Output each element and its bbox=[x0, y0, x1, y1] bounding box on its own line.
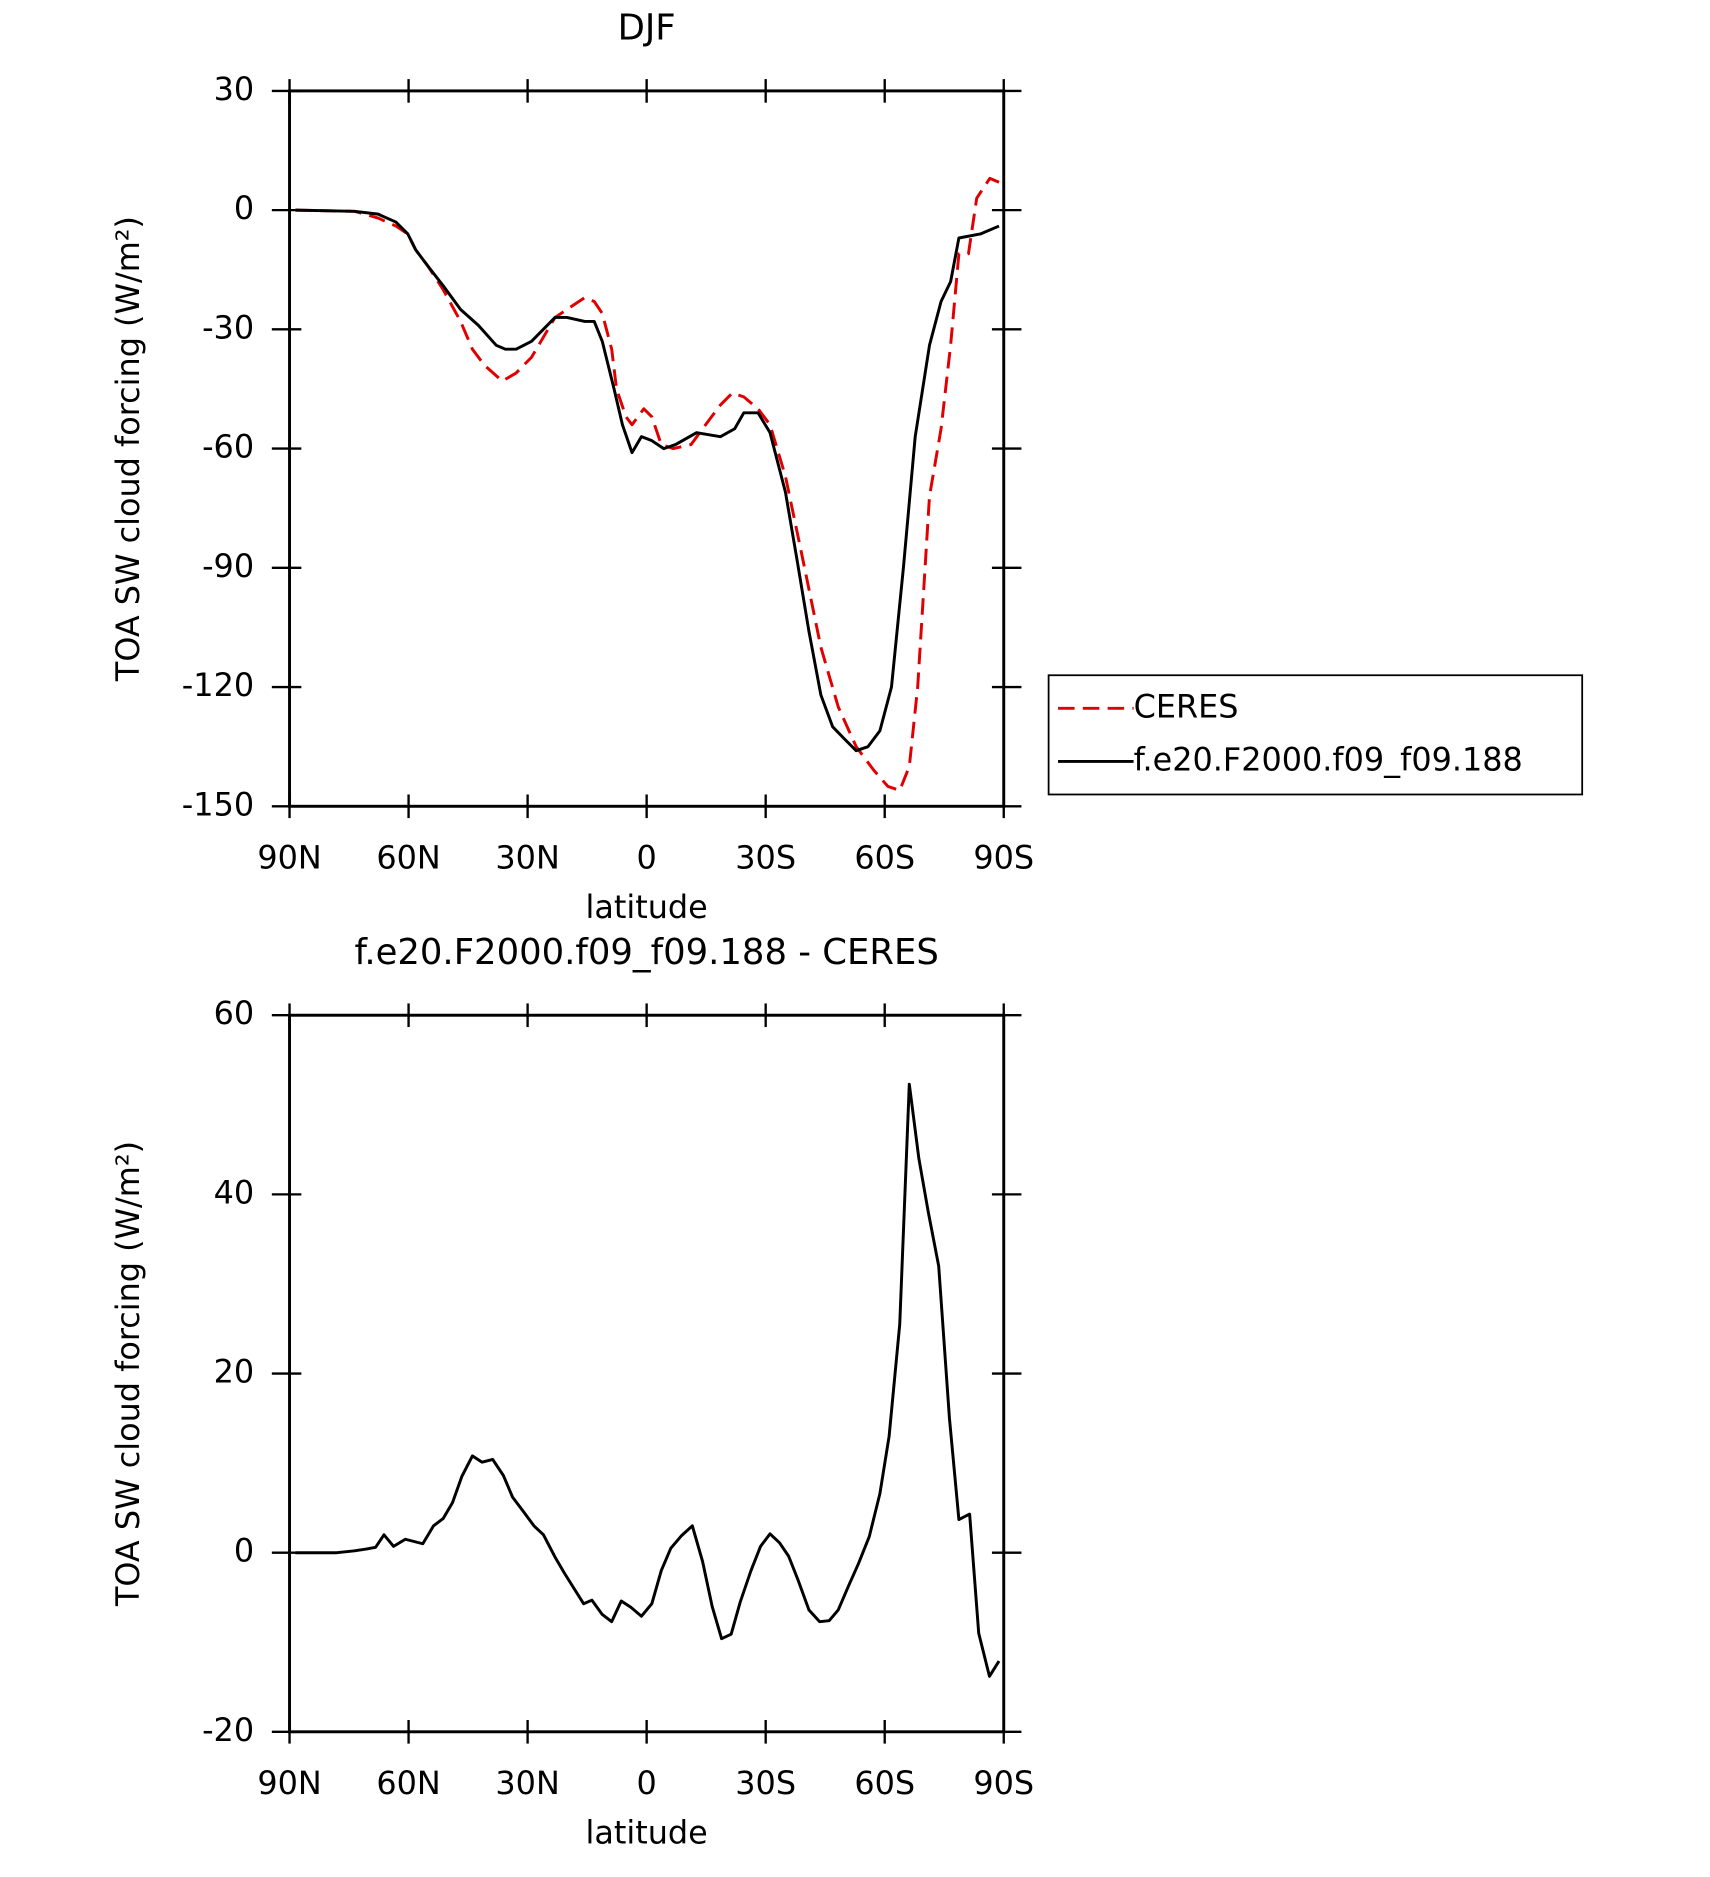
y-axis-title: TOA SW cloud forcing (W/m²) bbox=[109, 216, 147, 682]
chart-title: f.e20.F2000.f09_f09.188 - CERES bbox=[354, 932, 938, 973]
x-tick-label: 60S bbox=[854, 838, 915, 876]
y-tick-label: 20 bbox=[214, 1353, 255, 1391]
x-tick-label: 60N bbox=[376, 1764, 440, 1802]
x-tick-label: 0 bbox=[637, 838, 657, 876]
x-tick-label: 0 bbox=[637, 1764, 657, 1802]
x-tick-label: 60S bbox=[854, 1764, 915, 1802]
x-tick-label: 90S bbox=[973, 1764, 1034, 1802]
y-axis-title: TOA SW cloud forcing (W/m²) bbox=[109, 1141, 147, 1607]
y-tick-label: 60 bbox=[214, 994, 255, 1032]
x-tick-label: 30S bbox=[735, 838, 796, 876]
x-tick-label: 90N bbox=[257, 1764, 321, 1802]
y-tick-label: 30 bbox=[214, 70, 255, 108]
legend-label: f.e20.F2000.f09_f09.188 bbox=[1134, 740, 1523, 778]
y-tick-label: -120 bbox=[182, 666, 254, 704]
x-tick-label: 90S bbox=[973, 838, 1034, 876]
chart-title: DJF bbox=[618, 8, 676, 49]
y-tick-label: -60 bbox=[202, 428, 254, 466]
x-axis-title: latitude bbox=[586, 888, 708, 926]
x-tick-label: 30N bbox=[495, 1764, 559, 1802]
y-tick-label: 40 bbox=[214, 1173, 255, 1211]
x-axis-title: latitude bbox=[586, 1814, 708, 1852]
y-tick-label: 0 bbox=[234, 1532, 254, 1570]
series-line bbox=[295, 1082, 1001, 1678]
plot-frame bbox=[288, 89, 1006, 808]
series-line bbox=[295, 208, 1000, 753]
legend-box bbox=[1047, 674, 1584, 796]
x-tick-label: 90N bbox=[257, 838, 321, 876]
y-tick-label: -90 bbox=[202, 547, 254, 585]
y-tick-label: 0 bbox=[234, 189, 254, 227]
y-tick-label: -20 bbox=[202, 1711, 254, 1749]
x-tick-label: 30S bbox=[735, 1764, 796, 1802]
legend-label: CERES bbox=[1134, 687, 1239, 725]
x-tick-label: 30N bbox=[495, 838, 559, 876]
y-tick-label: -30 bbox=[202, 308, 254, 346]
x-tick-label: 60N bbox=[376, 838, 440, 876]
plot-frame bbox=[288, 1013, 1006, 1734]
y-tick-label: -150 bbox=[182, 785, 254, 823]
series-line bbox=[295, 176, 1000, 792]
